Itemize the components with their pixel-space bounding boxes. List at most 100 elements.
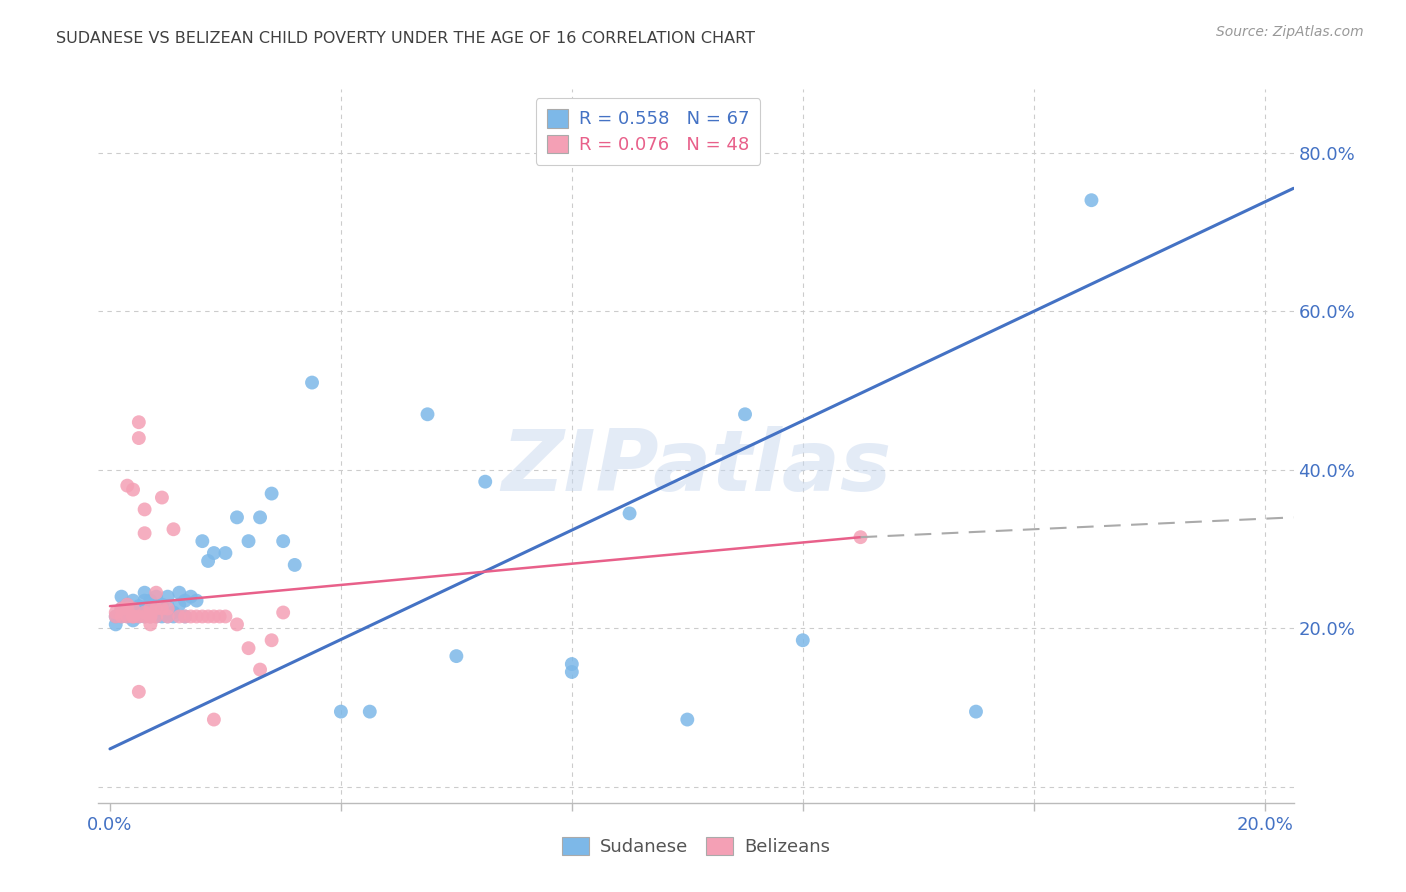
- Point: [122, 609, 145, 624]
- Point: [128, 609, 150, 624]
- Text: SUDANESE VS BELIZEAN CHILD POVERTY UNDER THE AGE OF 16 CORRELATION CHART: SUDANESE VS BELIZEAN CHILD POVERTY UNDER…: [56, 31, 755, 46]
- Point: [174, 593, 197, 607]
- Point: [145, 601, 167, 615]
- Point: [416, 407, 439, 421]
- Point: [214, 609, 236, 624]
- Point: [139, 606, 162, 620]
- Point: [104, 609, 127, 624]
- Point: [284, 558, 307, 572]
- Point: [965, 705, 987, 719]
- Point: [110, 609, 132, 624]
- Point: [150, 609, 173, 624]
- Point: [104, 606, 127, 620]
- Point: [117, 601, 139, 615]
- Point: [156, 599, 179, 614]
- Point: [167, 585, 190, 599]
- Point: [128, 601, 150, 615]
- Point: [104, 609, 127, 624]
- Point: [260, 486, 283, 500]
- Point: [117, 598, 139, 612]
- Point: [150, 598, 173, 612]
- Point: [128, 606, 150, 620]
- Point: [156, 590, 179, 604]
- Point: [226, 510, 249, 524]
- Point: [191, 534, 214, 549]
- Point: [474, 475, 496, 489]
- Point: [1080, 193, 1102, 207]
- Point: [110, 601, 132, 615]
- Point: [734, 407, 756, 421]
- Legend: Sudanese, Belizeans: Sudanese, Belizeans: [553, 828, 839, 865]
- Point: [139, 609, 162, 624]
- Point: [208, 609, 231, 624]
- Point: [238, 641, 260, 656]
- Point: [134, 609, 156, 624]
- Point: [134, 601, 156, 615]
- Point: [139, 609, 162, 624]
- Point: [180, 609, 202, 624]
- Point: [134, 502, 156, 516]
- Point: [561, 657, 583, 671]
- Text: Source: ZipAtlas.com: Source: ZipAtlas.com: [1216, 25, 1364, 39]
- Point: [301, 376, 323, 390]
- Point: [226, 617, 249, 632]
- Point: [197, 554, 219, 568]
- Point: [156, 601, 179, 615]
- Point: [186, 593, 208, 607]
- Point: [128, 431, 150, 445]
- Point: [139, 617, 162, 632]
- Point: [156, 609, 179, 624]
- Point: [145, 609, 167, 624]
- Point: [122, 614, 145, 628]
- Point: [117, 606, 139, 620]
- Point: [271, 534, 294, 549]
- Point: [162, 522, 184, 536]
- Point: [139, 593, 162, 607]
- Point: [202, 609, 225, 624]
- Point: [180, 590, 202, 604]
- Point: [162, 609, 184, 624]
- Point: [139, 599, 162, 614]
- Point: [122, 483, 145, 497]
- Point: [260, 633, 283, 648]
- Point: [156, 609, 179, 624]
- Point: [122, 609, 145, 624]
- Point: [110, 609, 132, 624]
- Point: [849, 530, 872, 544]
- Point: [271, 606, 294, 620]
- Point: [134, 585, 156, 599]
- Point: [249, 663, 271, 677]
- Point: [186, 609, 208, 624]
- Point: [122, 601, 145, 615]
- Point: [167, 598, 190, 612]
- Point: [122, 593, 145, 607]
- Point: [150, 491, 173, 505]
- Point: [139, 601, 162, 615]
- Point: [619, 507, 641, 521]
- Point: [117, 478, 139, 492]
- Point: [117, 609, 139, 624]
- Point: [122, 609, 145, 624]
- Point: [167, 609, 190, 624]
- Point: [202, 546, 225, 560]
- Point: [117, 601, 139, 615]
- Point: [128, 415, 150, 429]
- Point: [117, 598, 139, 612]
- Point: [128, 599, 150, 614]
- Point: [122, 601, 145, 615]
- Point: [139, 609, 162, 624]
- Point: [174, 609, 197, 624]
- Point: [145, 590, 167, 604]
- Point: [214, 546, 236, 560]
- Point: [202, 713, 225, 727]
- Point: [174, 609, 197, 624]
- Point: [446, 649, 468, 664]
- Point: [128, 685, 150, 699]
- Point: [128, 609, 150, 624]
- Point: [145, 609, 167, 624]
- Point: [792, 633, 814, 648]
- Point: [329, 705, 352, 719]
- Text: ZIPatlas: ZIPatlas: [501, 425, 891, 509]
- Point: [145, 601, 167, 615]
- Point: [145, 585, 167, 599]
